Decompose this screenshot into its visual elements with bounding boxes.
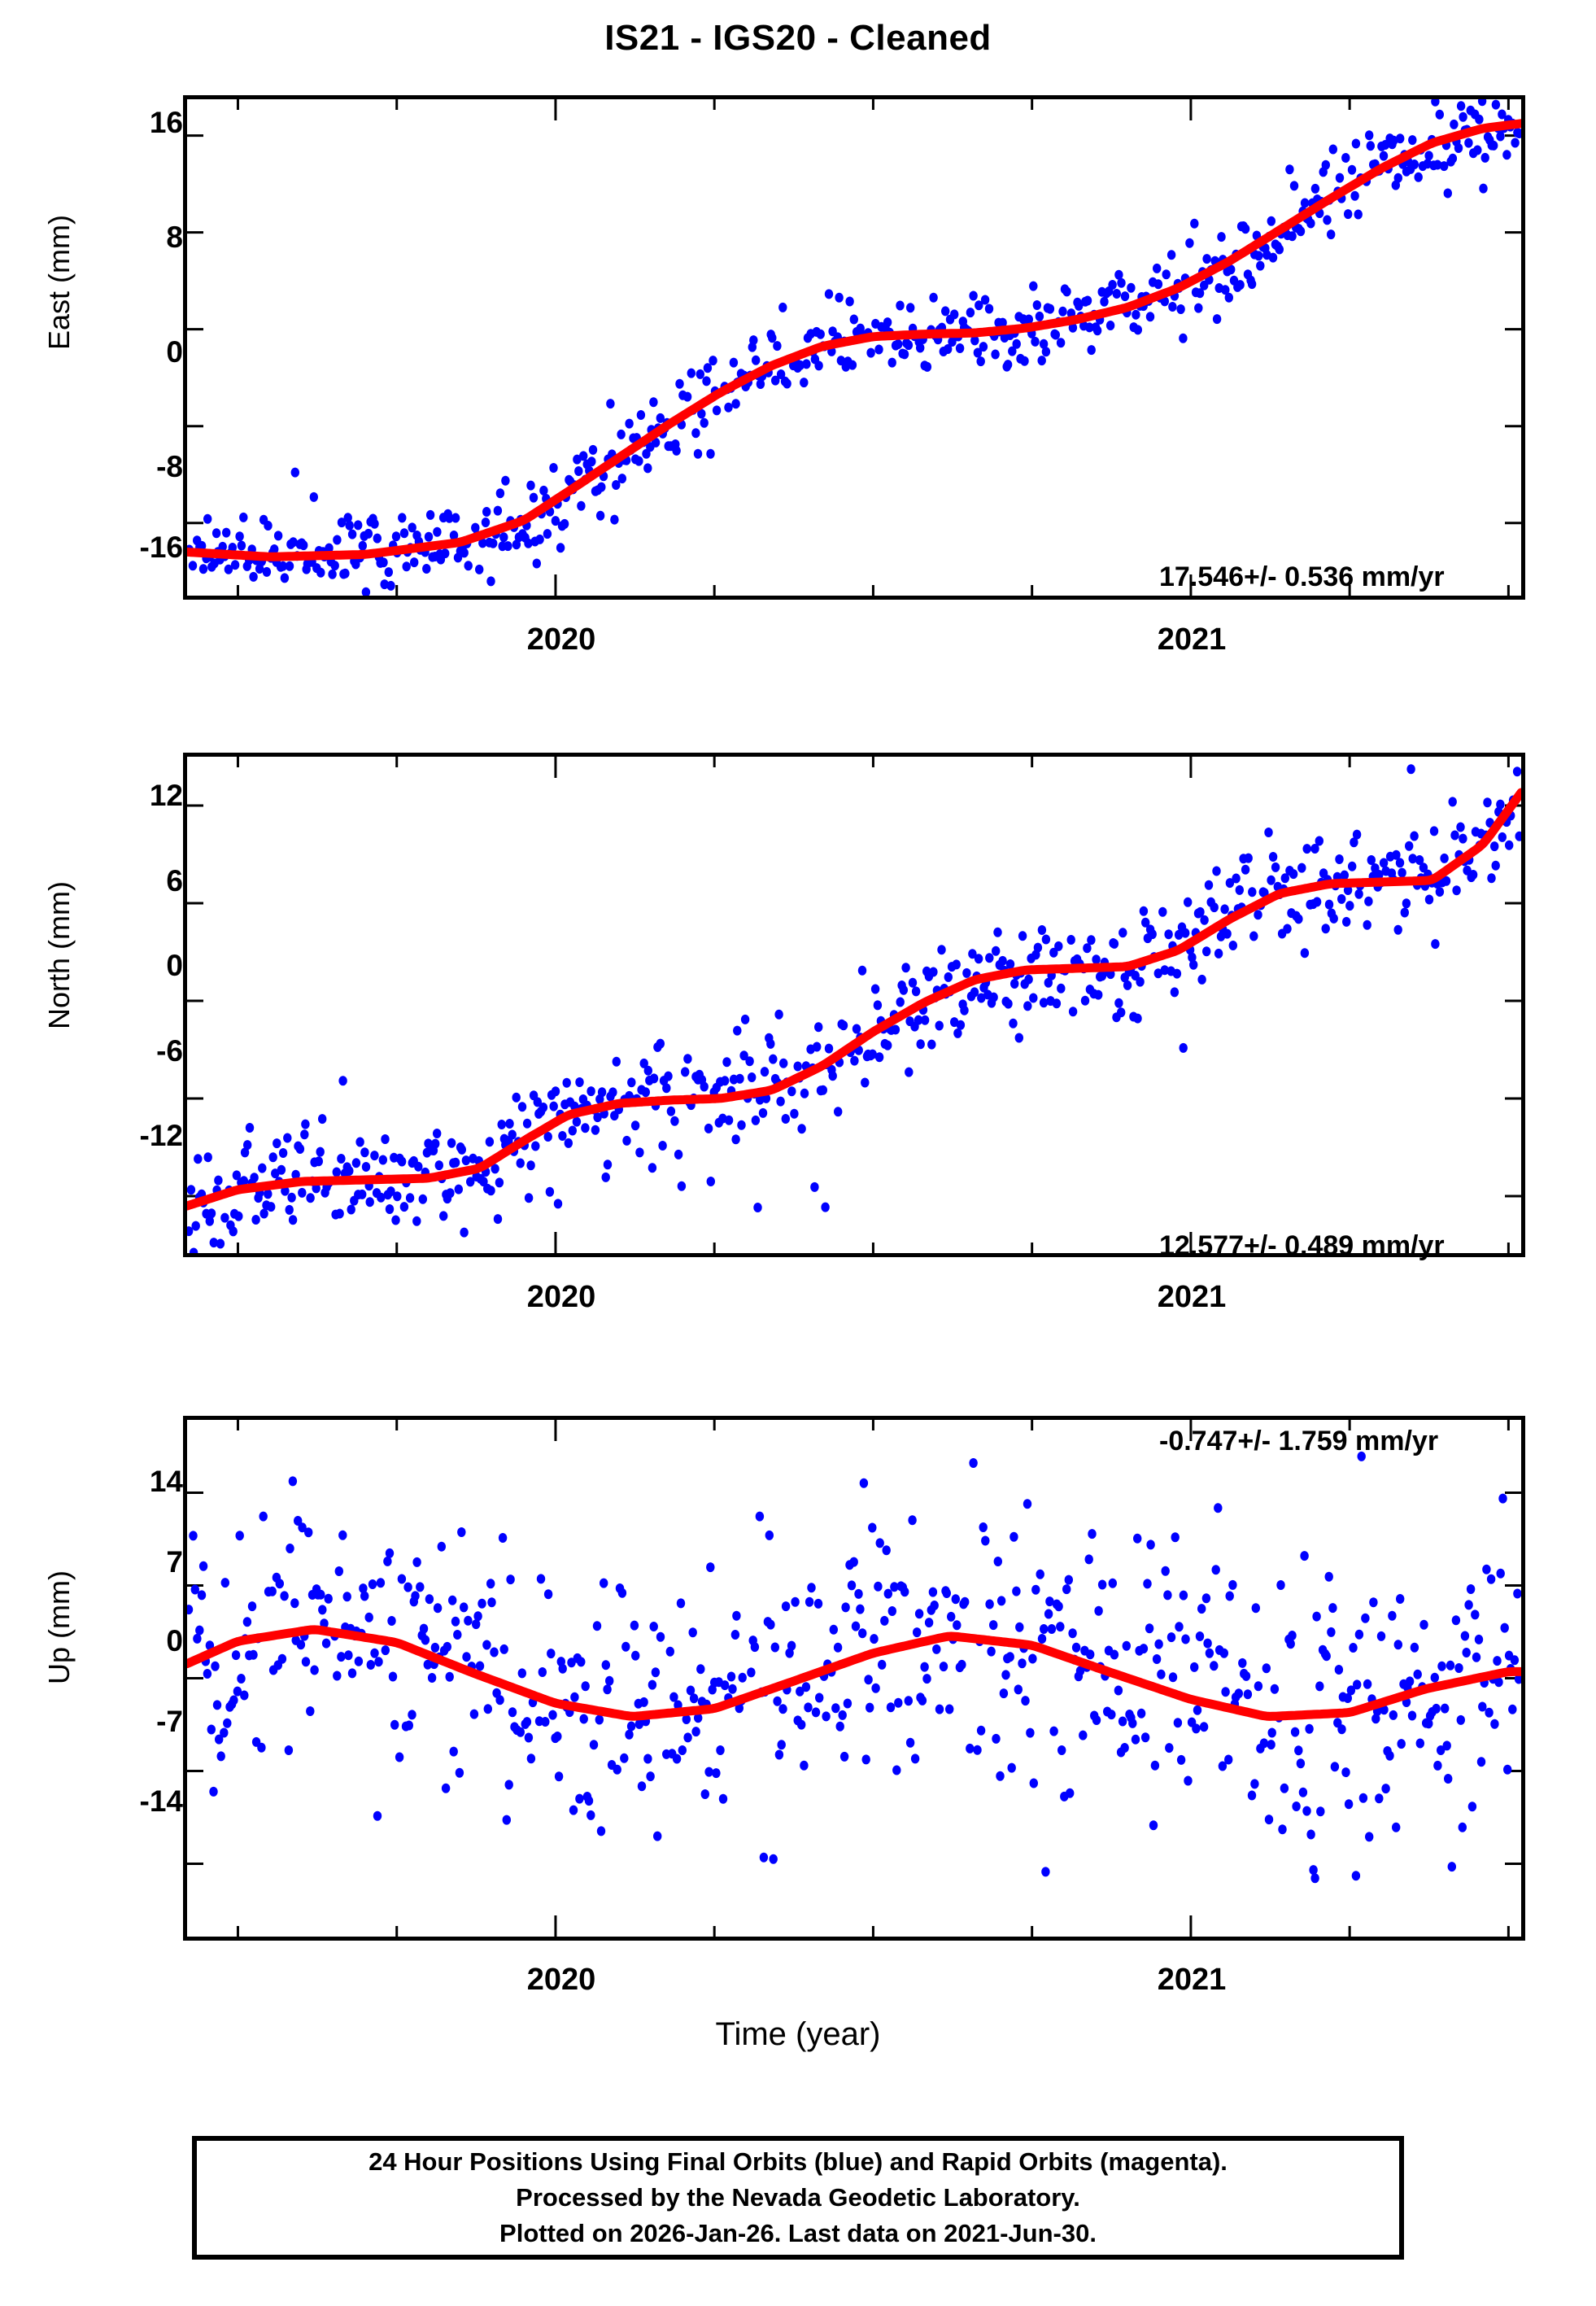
y-tick-north-4: -12 bbox=[139, 1119, 183, 1152]
trend-line-east bbox=[187, 119, 1521, 561]
y-axis-label-north: North (mm) bbox=[42, 881, 76, 1029]
y-tick-north-0: 12 bbox=[149, 779, 183, 812]
caption-line-3: Plotted on 2026-Jan-26. Last data on 202… bbox=[499, 2219, 1097, 2247]
plot-area-east[interactable] bbox=[183, 95, 1525, 600]
data-points-north bbox=[187, 764, 1521, 1253]
caption-line-1: 24 Hour Positions Using Final Orbits (bl… bbox=[368, 2147, 1228, 2176]
plot-area-north[interactable] bbox=[183, 753, 1525, 1257]
x-tick-up-2021: 2021 bbox=[1157, 1963, 1227, 1997]
y-tick-east-2: 0 bbox=[166, 335, 183, 369]
caption-box: 24 Hour Positions Using Final Orbits (bl… bbox=[192, 2136, 1404, 2260]
y-tick-up-4: -14 bbox=[139, 1784, 183, 1818]
y-tick-up-3: -7 bbox=[156, 1705, 183, 1738]
y-tick-east-4: -16 bbox=[139, 531, 183, 564]
y-tick-east-1: 8 bbox=[166, 221, 183, 254]
x-axis-label: Time (year) bbox=[715, 2016, 881, 2052]
y-tick-north-3: -6 bbox=[156, 1034, 183, 1068]
y-axis-label-up: Up (mm) bbox=[42, 1570, 76, 1684]
data-points-east bbox=[187, 99, 1521, 596]
trend-line-north bbox=[187, 788, 1521, 1211]
plot-area-up[interactable] bbox=[183, 1416, 1525, 1941]
plot-canvas-up bbox=[187, 1420, 1521, 1937]
y-tick-up-1: 7 bbox=[166, 1545, 183, 1579]
y-tick-north-2: 0 bbox=[166, 949, 183, 982]
rate-annotation-up: -0.747+/- 1.759 mm/yr bbox=[1159, 1426, 1439, 1457]
y-tick-east-0: 16 bbox=[149, 106, 183, 139]
x-tick-east-2020: 2020 bbox=[526, 622, 596, 657]
y-tick-up-0: 14 bbox=[149, 1465, 183, 1498]
page-title: IS21 - IGS20 - Cleaned bbox=[604, 18, 992, 58]
rate-annotation-north: 12.577+/- 0.489 mm/yr bbox=[1159, 1230, 1445, 1261]
caption-line-2: Processed by the Nevada Geodetic Laborat… bbox=[516, 2182, 1080, 2212]
trend-line-up bbox=[187, 1625, 1521, 1721]
plot-canvas-north bbox=[187, 757, 1521, 1253]
x-tick-north-2021: 2021 bbox=[1157, 1280, 1227, 1314]
rate-annotation-east: 17.546+/- 0.536 mm/yr bbox=[1159, 561, 1445, 592]
y-tick-east-3: -8 bbox=[156, 450, 183, 483]
x-tick-up-2020: 2020 bbox=[526, 1963, 596, 1997]
x-tick-north-2020: 2020 bbox=[526, 1280, 596, 1314]
data-points-up bbox=[187, 1451, 1521, 1884]
y-axis-label-east: East (mm) bbox=[42, 215, 76, 350]
y-tick-up-2: 0 bbox=[166, 1624, 183, 1657]
x-tick-east-2021: 2021 bbox=[1157, 622, 1227, 657]
plot-canvas-east bbox=[187, 99, 1521, 596]
y-tick-north-1: 6 bbox=[166, 864, 183, 898]
